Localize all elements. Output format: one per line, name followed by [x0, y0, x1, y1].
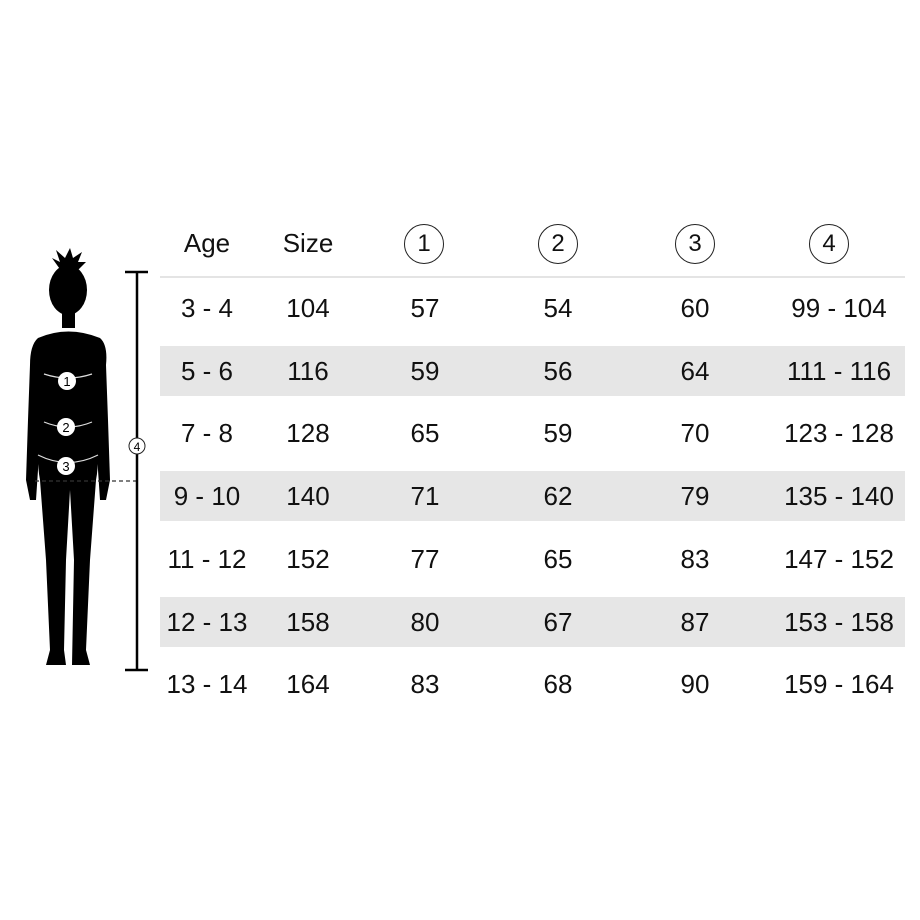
cell-m4: 99 - 104	[791, 293, 887, 323]
header-measure-3: 3	[675, 224, 715, 264]
cell-size: 152	[286, 543, 330, 574]
cell-m1: 59	[410, 355, 440, 386]
table-row: 13 - 14 164 83 68 90 159 - 164	[160, 659, 905, 709]
svg-text:4: 4	[134, 440, 141, 454]
cell-size: 128	[286, 418, 330, 449]
table-row: 5 - 6 116 59 56 64 111 - 116	[160, 345, 905, 396]
marker-2: 2	[57, 418, 75, 436]
cell-m4: 147 - 152	[784, 543, 894, 574]
cell-m1: 57	[410, 293, 440, 323]
cell-age: 5 - 6	[180, 355, 234, 386]
table-row: 7 - 8 128 65 59 70 123 - 128	[160, 408, 905, 458]
marker-1: 1	[58, 372, 76, 390]
cell-m4: 123 - 128	[784, 418, 894, 449]
height-bar	[125, 270, 148, 672]
cell-m4: 111 - 116	[786, 355, 892, 386]
cell-m1: 71	[410, 481, 440, 512]
cell-m2: 67	[543, 606, 573, 637]
cell-m3: 64	[680, 355, 710, 386]
cell-age: 13 - 14	[166, 669, 248, 700]
cell-m3: 79	[680, 481, 710, 512]
cell-m1: 77	[410, 543, 440, 574]
cell-m3: 70	[680, 418, 710, 449]
cell-m2: 59	[543, 418, 573, 449]
svg-text:3: 3	[62, 459, 69, 474]
cell-age: 12 - 13	[166, 606, 248, 637]
table-row: 11 - 12 152 77 65 83 147 - 152	[160, 534, 905, 584]
body-measurement-figure: 1 2 3 4	[26, 248, 148, 672]
cell-size: 158	[286, 606, 330, 637]
cell-m4: 135 - 140	[784, 481, 894, 512]
cell-m3: 90	[680, 669, 710, 700]
cell-m1: 83	[410, 669, 440, 700]
svg-text:2: 2	[62, 420, 69, 435]
cell-m1: 65	[410, 418, 440, 449]
cell-m1: 80	[410, 606, 440, 637]
silhouette	[26, 248, 110, 665]
marker-4: 4	[128, 437, 146, 455]
cell-age: 11 - 12	[167, 543, 247, 574]
header-measure-4: 4	[809, 224, 849, 264]
hair-tuft-icon	[52, 248, 86, 272]
cell-m2: 65	[543, 543, 573, 574]
table-row: 9 - 10 140 71 62 79 135 - 140	[160, 471, 905, 522]
header-divider	[160, 276, 905, 278]
cell-m2: 54	[543, 293, 573, 323]
header-size: Size	[282, 228, 334, 258]
cell-m2: 68	[543, 669, 573, 700]
table-row: 12 - 13 158 80 67 87 153 - 158	[160, 596, 905, 647]
marker-3: 3	[57, 457, 75, 475]
cell-size: 164	[286, 669, 330, 700]
cell-m2: 62	[543, 481, 573, 512]
cell-m2: 56	[543, 355, 573, 386]
table-row: 3 - 4 104 57 54 60 99 - 104	[160, 283, 905, 333]
header-measure-1: 1	[404, 224, 444, 264]
cell-age: 3 - 4	[180, 293, 234, 323]
cell-m3: 87	[680, 606, 710, 637]
header-age: Age	[183, 228, 231, 258]
svg-text:1: 1	[63, 374, 70, 389]
cell-size: 140	[286, 481, 330, 512]
cell-m3: 60	[680, 293, 710, 323]
cell-m4: 159 - 164	[784, 669, 894, 700]
header-measure-2: 2	[538, 224, 578, 264]
cell-size: 104	[286, 293, 330, 323]
cell-age: 9 - 10	[173, 481, 241, 512]
cell-m3: 83	[680, 543, 710, 574]
cell-age: 7 - 8	[180, 418, 234, 449]
cell-m4: 153 - 158	[784, 606, 894, 637]
cell-size: 116	[287, 355, 329, 386]
